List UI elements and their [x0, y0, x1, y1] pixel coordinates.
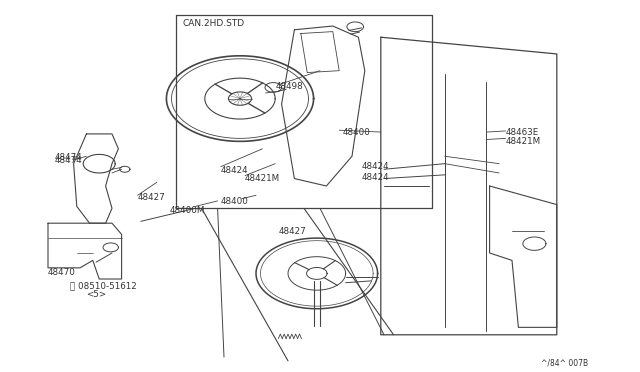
Text: 48424: 48424 [362, 173, 389, 182]
Text: 48427: 48427 [278, 227, 306, 236]
Text: 48400: 48400 [221, 197, 249, 206]
Text: <5>: <5> [86, 290, 106, 299]
Text: 48424: 48424 [362, 162, 389, 171]
Text: 48400M: 48400M [170, 206, 205, 215]
Text: 48463E: 48463E [506, 128, 539, 137]
Text: 48421M: 48421M [506, 137, 541, 146]
Text: ^/84^ 007B: ^/84^ 007B [541, 359, 588, 368]
Text: CAN.2HD.STD: CAN.2HD.STD [182, 19, 244, 28]
Text: 48474: 48474 [54, 153, 82, 161]
Text: 48400: 48400 [342, 128, 371, 137]
Text: Ⓢ 08510-51612: Ⓢ 08510-51612 [70, 281, 137, 290]
Text: 48470: 48470 [48, 268, 76, 277]
Text: 48421M: 48421M [245, 174, 280, 183]
Text: 48474: 48474 [54, 156, 82, 165]
Text: 48424: 48424 [221, 166, 248, 174]
Text: 48498: 48498 [275, 82, 303, 91]
Text: 48427: 48427 [138, 193, 165, 202]
